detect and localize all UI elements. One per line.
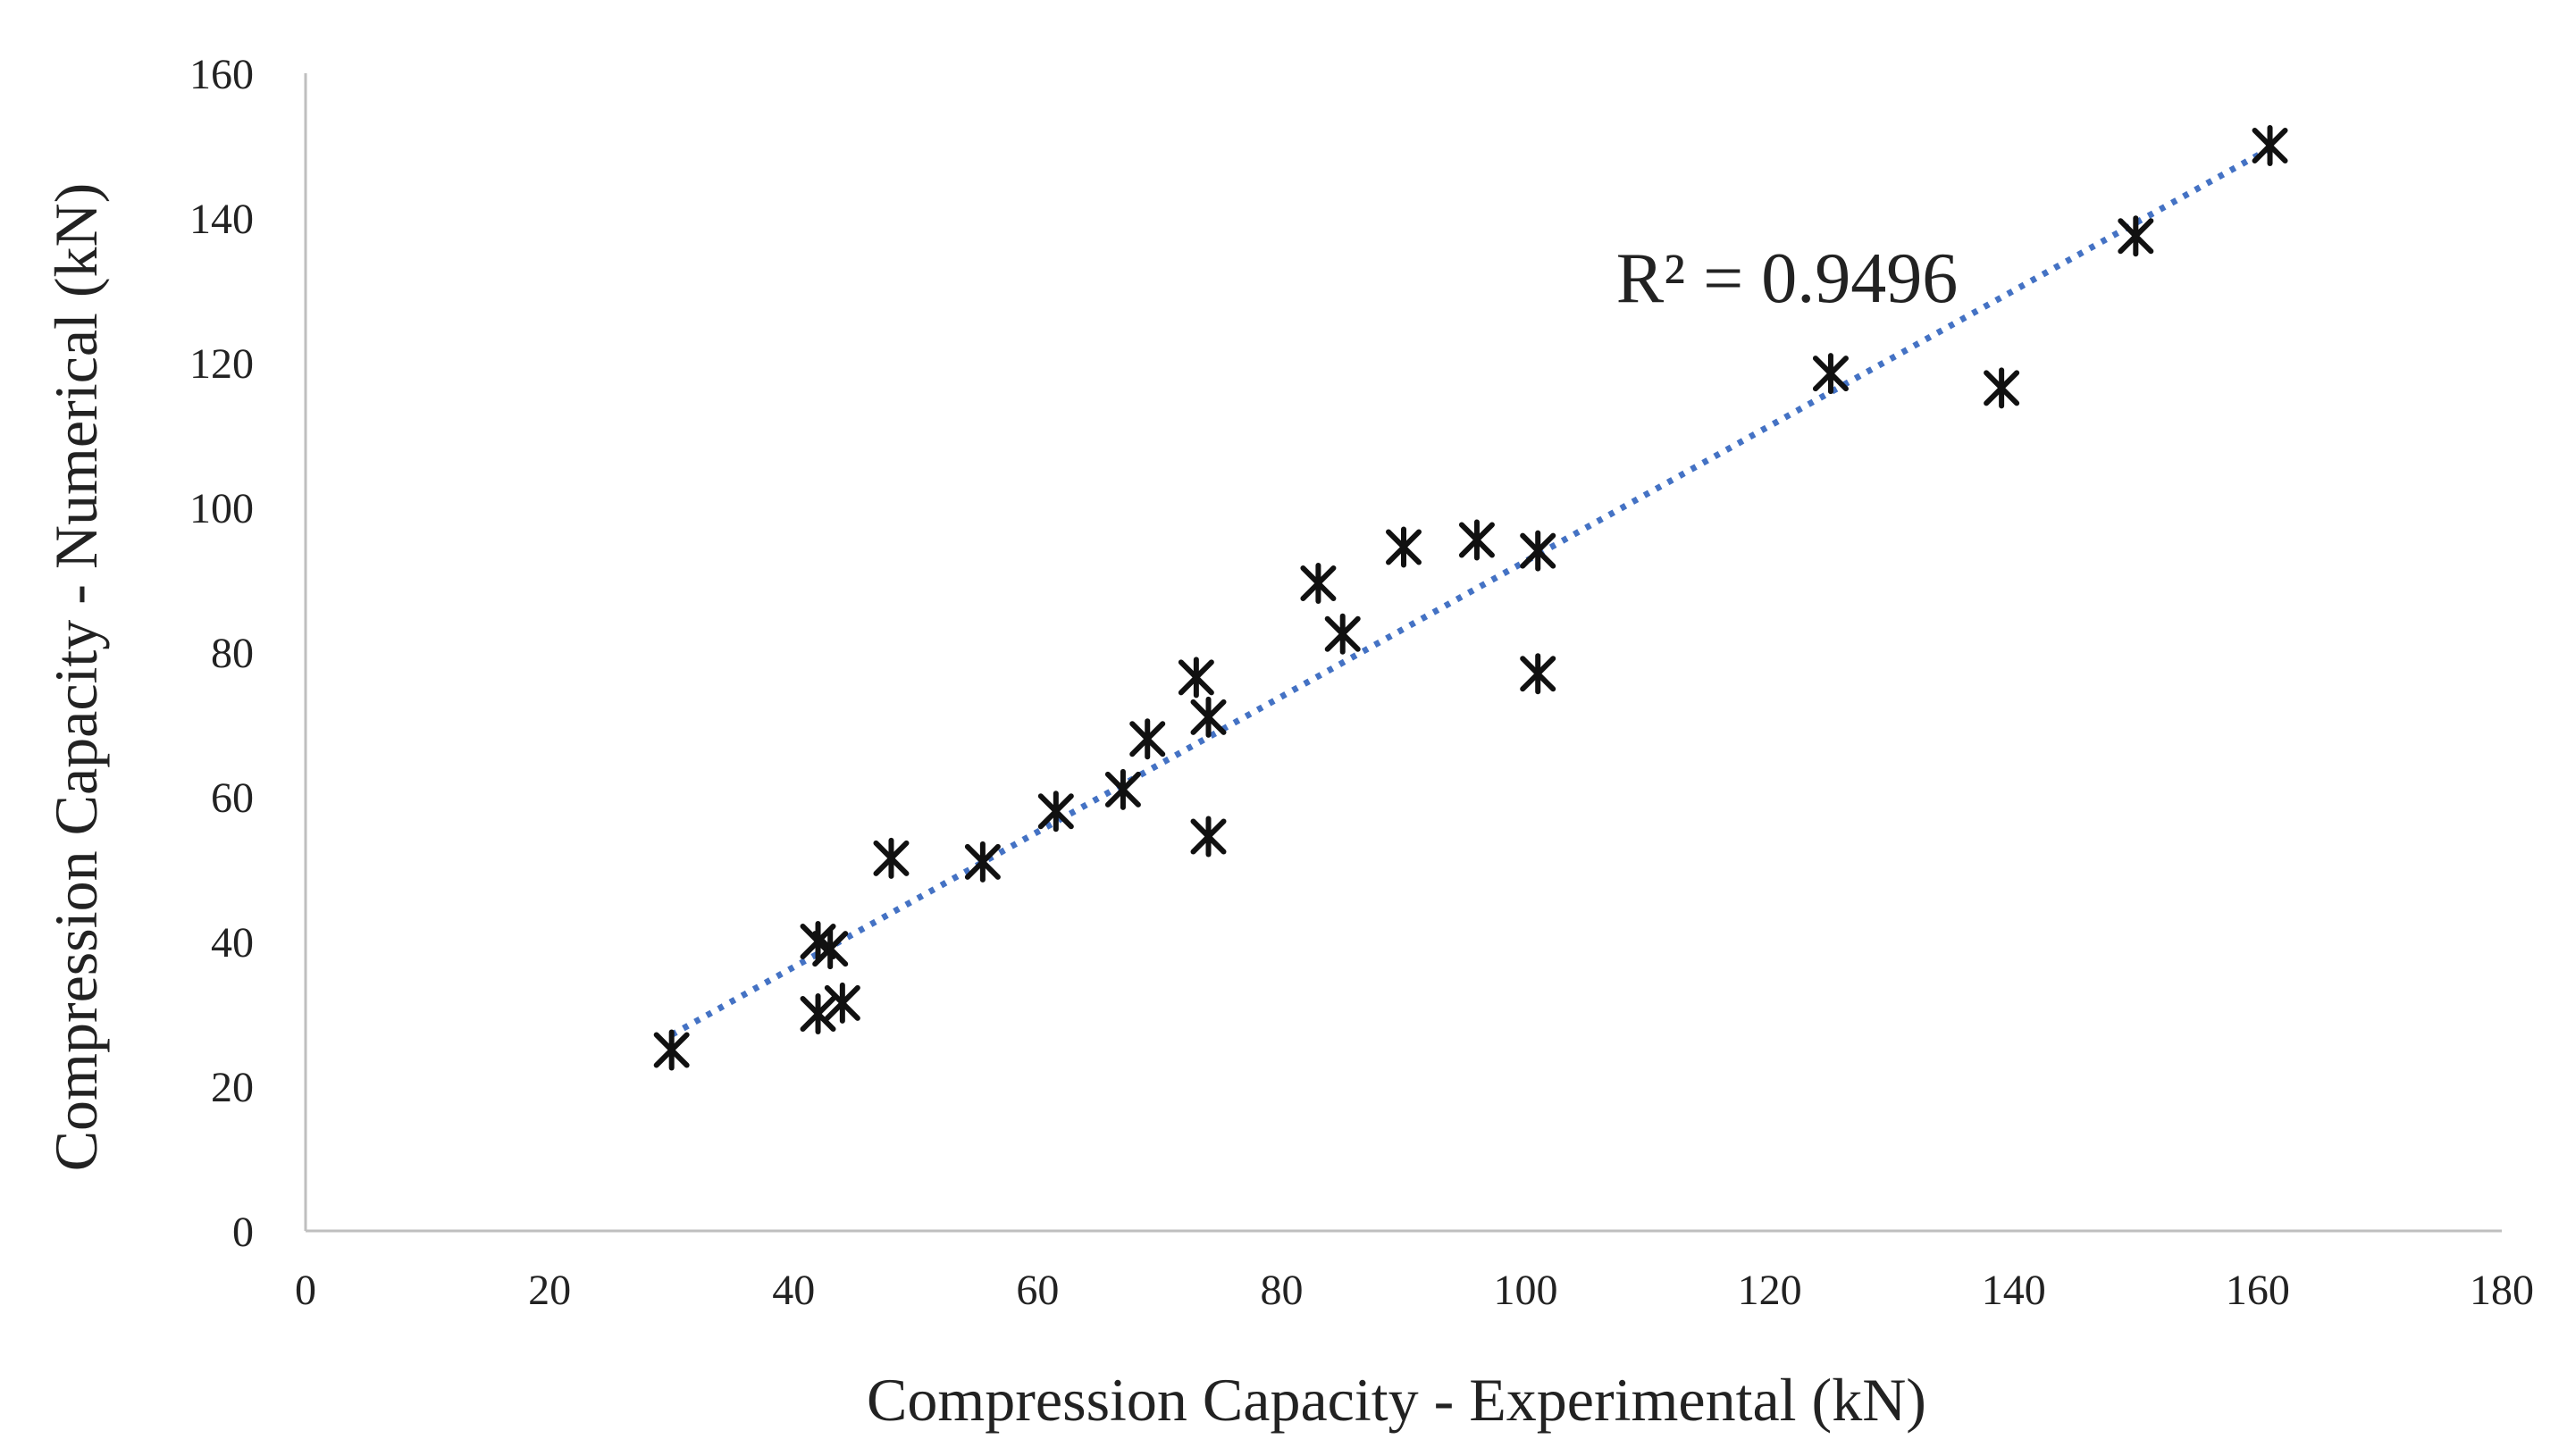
y-tick-label: 80 [211,630,254,677]
data-point [2252,125,2288,166]
x-axis-title: Compression Capacity - Experimental (kN) [867,1366,1926,1434]
y-tick-label: 160 [189,51,254,98]
x-tick-label: 80 [1260,1267,1303,1314]
y-tick-labels: 0 20 40 60 80 100 120 140 160 [189,51,254,1256]
x-tick-label: 60 [1016,1267,1059,1314]
data-point [1037,791,1074,833]
data-point [1324,613,1361,655]
data-point [1520,653,1556,695]
data-point [653,1029,690,1071]
data-point [1984,367,2020,409]
data-point [1178,657,1214,699]
trendline [669,146,2272,1038]
data-point [1386,526,1422,568]
y-axis-title: Compression Capacity - Numerical (kN) [42,183,110,1172]
y-tick-label: 120 [189,340,254,388]
data-point [1190,816,1227,858]
data-point [1190,696,1227,738]
x-tick-label: 180 [2470,1267,2534,1314]
x-tick-label: 160 [2226,1267,2290,1314]
y-tick-label: 40 [211,919,254,966]
data-point [873,837,910,879]
x-tick-label: 0 [295,1267,316,1314]
x-tick-label: 120 [1738,1267,1802,1314]
y-tick-label: 60 [211,774,254,822]
data-point [812,928,849,970]
data-points [653,125,2288,1071]
x-tick-label: 20 [528,1267,571,1314]
x-tick-label: 140 [1982,1267,2046,1314]
r-squared-label: R² = 0.9496 [1616,239,1958,318]
x-tick-label: 100 [1494,1267,1558,1314]
data-point [1104,768,1141,810]
axes [304,73,2502,1233]
data-point [1300,563,1337,605]
data-point [2118,215,2154,257]
y-tick-label: 140 [189,196,254,243]
y-tick-label: 20 [211,1064,254,1111]
data-point [800,993,836,1034]
trendline-layer [669,146,2272,1038]
data-point [824,982,860,1024]
x-tick-labels: 0 20 40 60 80 100 120 140 160 180 [295,1267,2534,1314]
data-point [1129,718,1166,760]
x-tick-label: 40 [772,1267,815,1314]
y-tick-label: 0 [232,1209,254,1256]
data-point [1458,519,1495,561]
data-point [1520,530,1556,572]
data-point [1812,353,1849,395]
data-point [964,841,1001,883]
y-tick-label: 100 [189,485,254,532]
